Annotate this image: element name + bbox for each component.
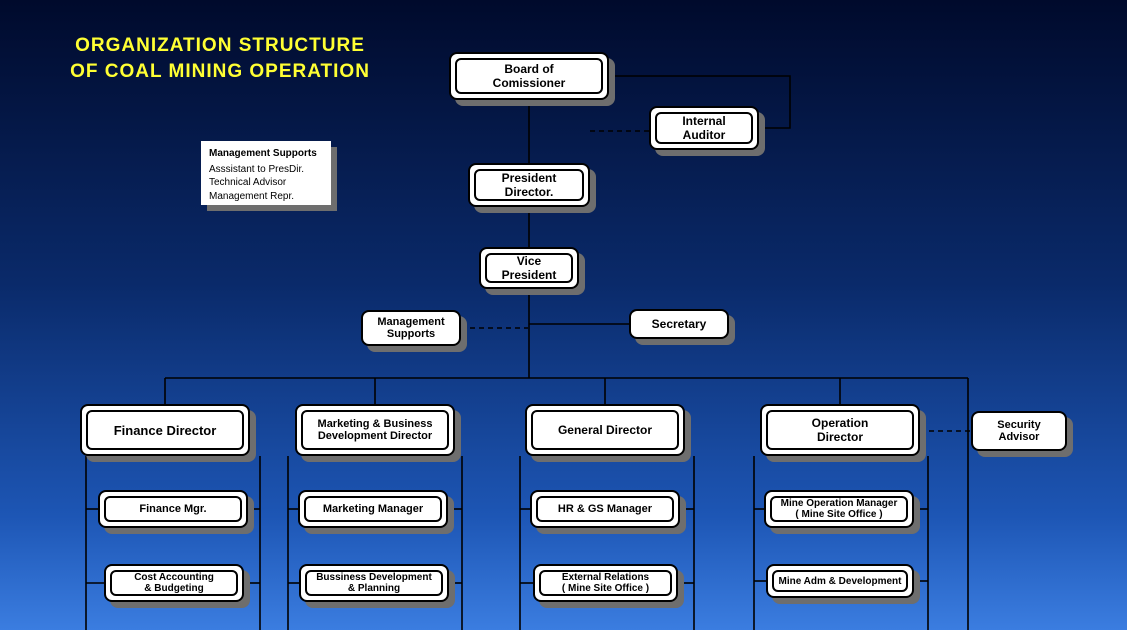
support-note-header: Management Supports <box>209 147 323 161</box>
org-node-mkt_dir: Marketing & Business Development Directo… <box>295 404 455 456</box>
org-node-hr_mgr: HR & GS Manager <box>530 490 680 528</box>
support-note-line: Management Repr. <box>209 190 323 204</box>
support-note: Management Supports Asssistant to PresDi… <box>201 141 331 205</box>
org-node-bus_dev: Bussiness Development & Planning <box>299 564 449 602</box>
org-node-mine_adm: Mine Adm & Development <box>766 564 914 598</box>
org-node-label: Finance Mgr. <box>139 503 206 515</box>
org-node-mine_op: Mine Operation Manager ( Mine Site Offic… <box>764 490 914 528</box>
support-note-line: Technical Advisor <box>209 176 323 190</box>
org-node-label: Mine Operation Manager ( Mine Site Offic… <box>781 498 898 520</box>
org-node-label: Finance Director <box>114 423 217 438</box>
org-node-auditor: Internal Auditor <box>649 106 759 150</box>
org-node-mgmt_sup: Management Supports <box>361 310 461 346</box>
org-node-label: Secretary <box>652 317 707 331</box>
org-node-fin_mgr: Finance Mgr. <box>98 490 248 528</box>
org-node-gen_dir: General Director <box>525 404 685 456</box>
org-node-label: General Director <box>558 423 652 437</box>
org-node-label: Operation Director <box>812 416 869 444</box>
org-node-label: Cost Accounting & Budgeting <box>134 572 214 594</box>
chart-title: ORGANIZATION STRUCTURE OF COAL MINING OP… <box>40 33 400 84</box>
org-node-label: HR & GS Manager <box>558 503 652 515</box>
org-node-finance_dir: Finance Director <box>80 404 250 456</box>
org-node-label: External Relations ( Mine Site Office ) <box>562 572 649 594</box>
title-line2: OF COAL MINING OPERATION <box>70 61 370 82</box>
org-node-label: Bussiness Development & Planning <box>316 572 432 594</box>
org-node-label: Security Advisor <box>997 419 1040 443</box>
org-node-board: Board of Comissioner <box>449 52 609 100</box>
org-node-label: President Director. <box>502 171 557 199</box>
org-node-vp: Vice President <box>479 247 579 289</box>
org-chart-canvas: ORGANIZATION STRUCTURE OF COAL MINING OP… <box>0 0 1127 630</box>
title-line1: ORGANIZATION STRUCTURE <box>75 35 365 56</box>
org-node-label: Internal Auditor <box>682 114 725 142</box>
org-node-label: Management Supports <box>377 316 444 340</box>
org-node-label: Marketing Manager <box>323 503 423 515</box>
org-node-president: President Director. <box>468 163 590 207</box>
support-note-line: Asssistant to PresDir. <box>209 163 323 177</box>
org-node-op_dir: Operation Director <box>760 404 920 456</box>
org-node-ext_rel: External Relations ( Mine Site Office ) <box>533 564 678 602</box>
org-node-label: Board of Comissioner <box>493 62 566 90</box>
org-node-secretary: Secretary <box>629 309 729 339</box>
org-node-mkt_mgr: Marketing Manager <box>298 490 448 528</box>
org-node-cost_acc: Cost Accounting & Budgeting <box>104 564 244 602</box>
org-node-label: Vice President <box>502 254 557 282</box>
org-node-label: Mine Adm & Development <box>779 576 902 587</box>
org-node-sec_adv: Security Advisor <box>971 411 1067 451</box>
org-node-label: Marketing & Business Development Directo… <box>318 418 433 442</box>
